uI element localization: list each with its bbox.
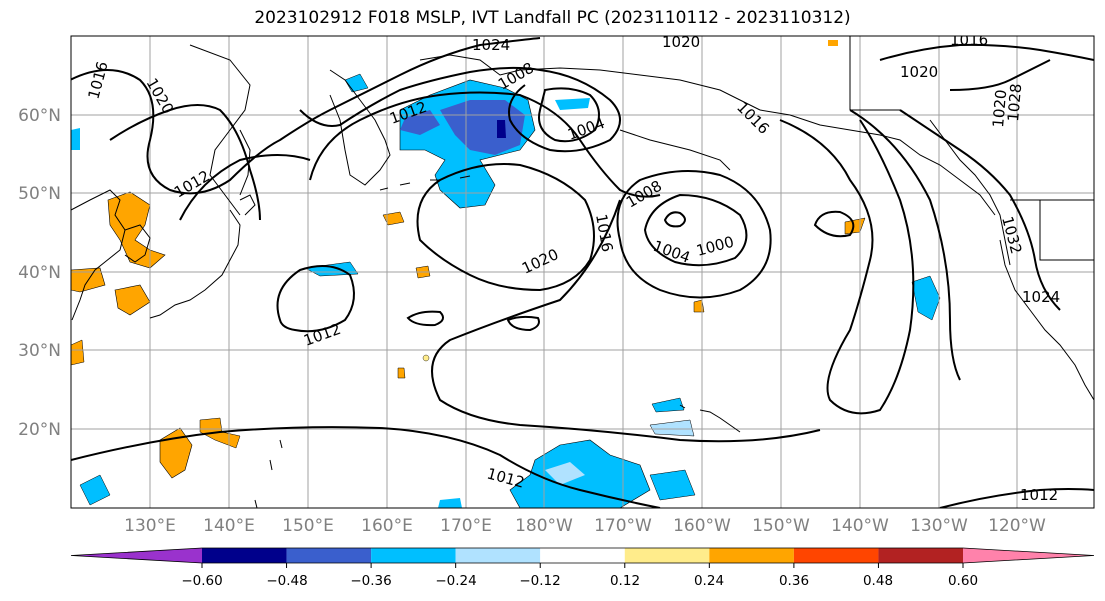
contour-1000-low bbox=[663, 211, 686, 228]
ivt-region-west-edge bbox=[71, 128, 80, 150]
contour-1016-asia bbox=[109, 104, 261, 221]
contour-1024-east bbox=[899, 109, 1061, 311]
ivt-region-bering-max bbox=[497, 120, 506, 138]
ivt-region-east-china-sea bbox=[114, 284, 151, 316]
lon-label: 150°W bbox=[752, 516, 810, 536]
colorbar-tick-label: −0.36 bbox=[350, 573, 391, 589]
colorbar-tick-label: 0.12 bbox=[610, 573, 640, 589]
ivt-region-korea bbox=[107, 191, 166, 269]
lon-label: 180°W bbox=[515, 516, 573, 536]
lon-label: 160°W bbox=[673, 516, 731, 536]
contour-1016-japan bbox=[179, 154, 311, 221]
contour-label: 1024 bbox=[1022, 288, 1060, 306]
contour-1008-low bbox=[616, 170, 772, 299]
contour-1012-west bbox=[276, 265, 355, 333]
contour-1016-east bbox=[779, 119, 915, 415]
colorbar-tick-label: 0.24 bbox=[694, 573, 724, 589]
ivt-region-philippine-sea bbox=[159, 427, 193, 479]
ivt-region-subtropical-east bbox=[649, 469, 696, 501]
colorbar: −0.60 −0.48 −0.36 −0.24 −0.12 0.12 0.24 … bbox=[70, 547, 1095, 589]
ivt-region-sw-corner bbox=[79, 474, 111, 506]
lon-label: 130°W bbox=[910, 516, 968, 536]
lon-label: 130°E bbox=[124, 516, 176, 536]
colorbar-segment bbox=[709, 548, 794, 563]
contour-1016-northeast bbox=[879, 43, 1094, 61]
colorbar-segment bbox=[371, 548, 456, 563]
colorbar-segment bbox=[286, 548, 372, 563]
contour-label: 1020 bbox=[989, 89, 1010, 129]
colorbar-tick-labels: −0.60 −0.48 −0.36 −0.24 −0.12 0.12 0.24 … bbox=[181, 573, 978, 589]
contour-small-2 bbox=[506, 315, 540, 332]
lon-label: 140°E bbox=[203, 516, 255, 536]
ivt-region-spot-4 bbox=[828, 40, 838, 46]
contour-1004-bering bbox=[538, 87, 600, 143]
colorbar-segments bbox=[70, 547, 1095, 564]
colorbar-segment bbox=[540, 548, 625, 563]
coastlines bbox=[71, 36, 1094, 508]
colorbar-segment bbox=[793, 548, 879, 563]
contour-small-1 bbox=[406, 310, 445, 327]
colorbar-tick-label: 0.60 bbox=[948, 573, 978, 589]
contour-1012-central bbox=[431, 199, 821, 443]
ivt-region-south-china bbox=[71, 339, 85, 366]
colorbar-segment bbox=[963, 548, 1094, 563]
lon-label: 120°W bbox=[988, 516, 1046, 536]
ivt-region-south bbox=[438, 498, 462, 508]
colorbar-tick-label: −0.12 bbox=[519, 573, 560, 589]
contour-1008-bering bbox=[299, 66, 621, 153]
lat-label: 20°N bbox=[18, 420, 61, 440]
contour-1020-central bbox=[416, 163, 595, 292]
ivt-region-spot-3 bbox=[422, 354, 430, 362]
contour-1028-east bbox=[949, 59, 1051, 91]
colorbar-segment bbox=[202, 548, 287, 563]
lat-labels: 60°N 50°N 40°N 30°N 20°N bbox=[18, 106, 61, 440]
contour-label: 1028 bbox=[1004, 83, 1025, 123]
lat-label: 50°N bbox=[18, 184, 61, 204]
contour-1012-southeast bbox=[939, 488, 1094, 508]
contour-1016-west bbox=[309, 91, 661, 198]
map-frame bbox=[70, 35, 1095, 509]
colorbar-ticks bbox=[201, 563, 964, 568]
ivt-region-alaska-small bbox=[555, 98, 590, 110]
ivt-region-california bbox=[911, 275, 941, 321]
contour-label: 1012 bbox=[1020, 486, 1058, 504]
contour-label: 1016 bbox=[950, 31, 988, 49]
ivt-region-kamchatka bbox=[400, 110, 440, 135]
ivt-region-spot-1 bbox=[397, 367, 406, 379]
lat-label: 40°N bbox=[18, 263, 61, 283]
lon-label: 150°E bbox=[282, 516, 334, 536]
colorbar-tick-label: −0.48 bbox=[266, 573, 307, 589]
lat-label: 60°N bbox=[18, 106, 61, 126]
colorbar-segment bbox=[624, 548, 710, 563]
lon-label: 140°W bbox=[831, 516, 889, 536]
lon-labels: 130°E 140°E 150°E 160°E 170°E 180°W 170°… bbox=[124, 516, 1046, 536]
colorbar-tick-label: −0.24 bbox=[435, 573, 476, 589]
colorbar-segment bbox=[455, 548, 541, 563]
contour-label: 1024 bbox=[472, 36, 510, 54]
contour-1020-east bbox=[849, 109, 961, 381]
contour-label: 1020 bbox=[900, 63, 938, 81]
ivt-region-bering-core bbox=[440, 100, 525, 155]
mslp-contours bbox=[71, 37, 1094, 508]
contour-small-3 bbox=[813, 210, 855, 238]
lon-label: 170°E bbox=[440, 516, 492, 536]
map-title: 2023102912 F018 MSLP, IVT Landfall PC (2… bbox=[254, 8, 851, 28]
ivt-region-hawaii bbox=[649, 419, 695, 437]
colorbar-tick-label: 0.48 bbox=[863, 573, 893, 589]
lat-label: 30°N bbox=[18, 341, 61, 361]
contour-1012-south bbox=[71, 426, 661, 508]
contour-1004-low bbox=[643, 193, 748, 267]
ivt-region-hawaii-north bbox=[651, 397, 685, 413]
colorbar-segment bbox=[878, 548, 963, 563]
colorbar-tick-label: −0.60 bbox=[181, 573, 222, 589]
lon-label: 160°E bbox=[361, 516, 413, 536]
ivt-region-subtropical-light bbox=[545, 462, 585, 485]
colorbar-tick-label: 0.36 bbox=[779, 573, 809, 589]
contour-label: 1020 bbox=[662, 33, 700, 51]
ivt-region-north-pacific bbox=[382, 211, 405, 226]
colorbar-segment bbox=[71, 548, 202, 563]
lon-label: 170°W bbox=[594, 516, 652, 536]
